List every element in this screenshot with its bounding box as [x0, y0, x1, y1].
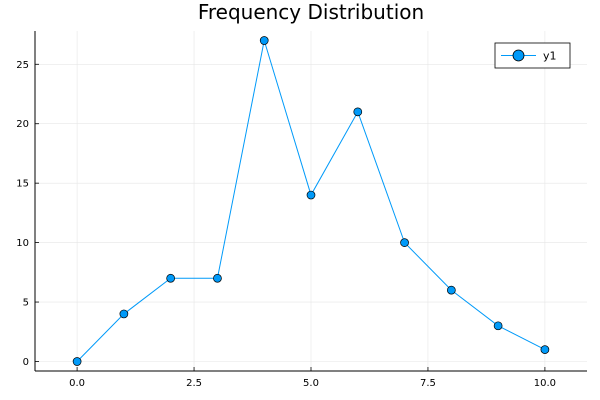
data-point — [353, 107, 363, 117]
data-point — [306, 190, 316, 200]
data-point — [259, 36, 269, 45]
data-point — [166, 273, 176, 283]
y-tick-label: 10 — [16, 238, 29, 249]
data-point — [446, 285, 456, 295]
legend: y1 — [494, 42, 571, 69]
x-tick-label: 7.5 — [420, 378, 436, 389]
x-tick-label: 2.5 — [186, 378, 202, 389]
y-tick-label: 20 — [16, 119, 29, 130]
y-tick-label: 25 — [16, 60, 29, 71]
x-tick-label: 0.0 — [69, 378, 85, 389]
data-point — [213, 273, 222, 283]
x-tick-label: 5.0 — [303, 378, 319, 389]
x-tick-labels: 0.0 2.5 5.0 7.5 10.0 — [69, 378, 556, 389]
data-point — [400, 238, 409, 247]
y-tick-labels: 0 5 10 15 20 25 — [16, 60, 29, 368]
y-tick-label: 15 — [16, 179, 29, 190]
legend-label-y1: y1 — [543, 50, 557, 63]
data-point — [72, 357, 82, 366]
x-tick-label: 10.0 — [534, 378, 556, 389]
y-tick-label: 5 — [23, 298, 29, 309]
axes — [34, 31, 587, 372]
series-group — [72, 36, 550, 366]
data-point — [119, 309, 129, 319]
legend-marker — [512, 49, 525, 62]
y-tick-label: 0 — [23, 357, 29, 368]
chart-title: Frequency Distribution — [198, 0, 424, 24]
grid-lines — [35, 31, 587, 371]
data-point — [540, 345, 550, 354]
data-point — [493, 321, 503, 331]
